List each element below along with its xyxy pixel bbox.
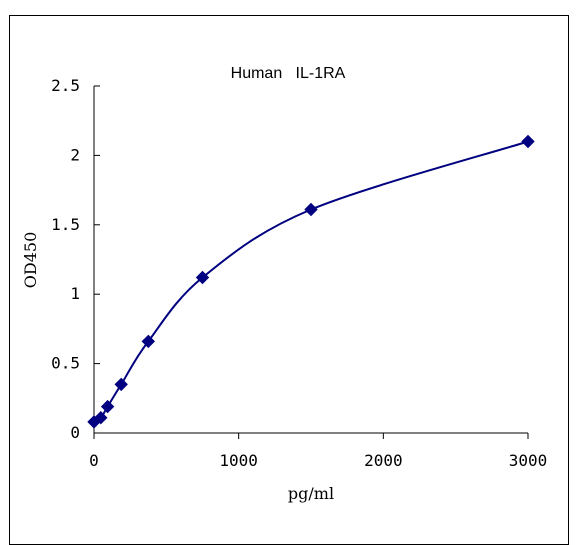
y-axis-title: OD450 (21, 232, 40, 288)
x-tick-label: 0 (89, 451, 99, 470)
chart-title: Human IL-1RA (231, 65, 346, 82)
data-point (304, 202, 318, 217)
y-tick-label: 2.5 (51, 76, 80, 95)
data-point (195, 270, 210, 285)
y-tick-label: 1.5 (51, 215, 80, 234)
data-point (94, 410, 108, 425)
data-point (114, 377, 128, 392)
x-axis-title: pg/ml (288, 484, 334, 503)
fit-curve (93, 140, 529, 423)
chart: Human IL-1RA 00.511.522.5 0 1000 2000 3000 … (21, 65, 548, 503)
y-tick-label: 0 (70, 423, 80, 442)
chart-frame (9, 15, 569, 545)
x-tick-label: 3000 (509, 451, 548, 470)
x-tick-label: 2000 (364, 451, 403, 470)
y-tick-label: 0.5 (51, 354, 80, 373)
data-point (521, 134, 535, 149)
data-point (100, 399, 115, 414)
y-tick-label: 2 (70, 145, 80, 164)
data-point (141, 334, 156, 349)
x-tick-label: 1000 (219, 451, 258, 470)
y-tick-label: 1 (70, 284, 80, 303)
